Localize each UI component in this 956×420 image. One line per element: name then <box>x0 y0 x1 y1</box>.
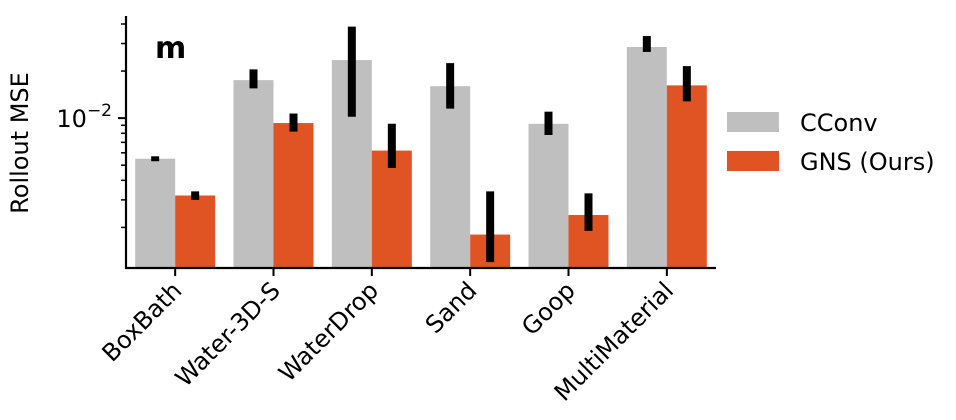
x-tick-label: WaterDrop <box>273 276 384 387</box>
bar-gns-boxbath <box>175 195 216 268</box>
legend-swatch-cconv <box>727 112 779 132</box>
legend-label-cconv: CConv <box>800 109 878 137</box>
bar-cconv-multimaterial <box>626 47 667 268</box>
legend-label-gns: GNS (Ours) <box>800 148 935 176</box>
y-ticks: 10−2 <box>56 23 126 229</box>
bar-cconv-sand <box>430 86 471 268</box>
bar-gns-water-3d-s <box>273 123 314 269</box>
bar-gns-waterdrop <box>371 150 412 268</box>
x-tick-label: Goop <box>516 276 580 340</box>
bar-cconv-water-3d-s <box>233 80 274 269</box>
x-tick-label: Water-3D-S <box>170 276 286 392</box>
legend: CConv GNS (Ours) <box>727 109 935 176</box>
bar-cconv-goop <box>528 123 569 268</box>
bar-gns-multimaterial <box>666 85 707 268</box>
x-tick-label: BoxBath <box>97 276 188 367</box>
y-axis-label: Rollout MSE <box>6 72 34 214</box>
y-tick-label: 10−2 <box>56 101 112 133</box>
legend-swatch-gns <box>727 151 779 171</box>
bars-layer <box>135 47 707 269</box>
panel-label: m <box>155 31 186 66</box>
x-tick-label: Sand <box>420 276 483 339</box>
error-bars-layer <box>151 26 691 263</box>
bar-cconv-boxbath <box>135 158 176 268</box>
